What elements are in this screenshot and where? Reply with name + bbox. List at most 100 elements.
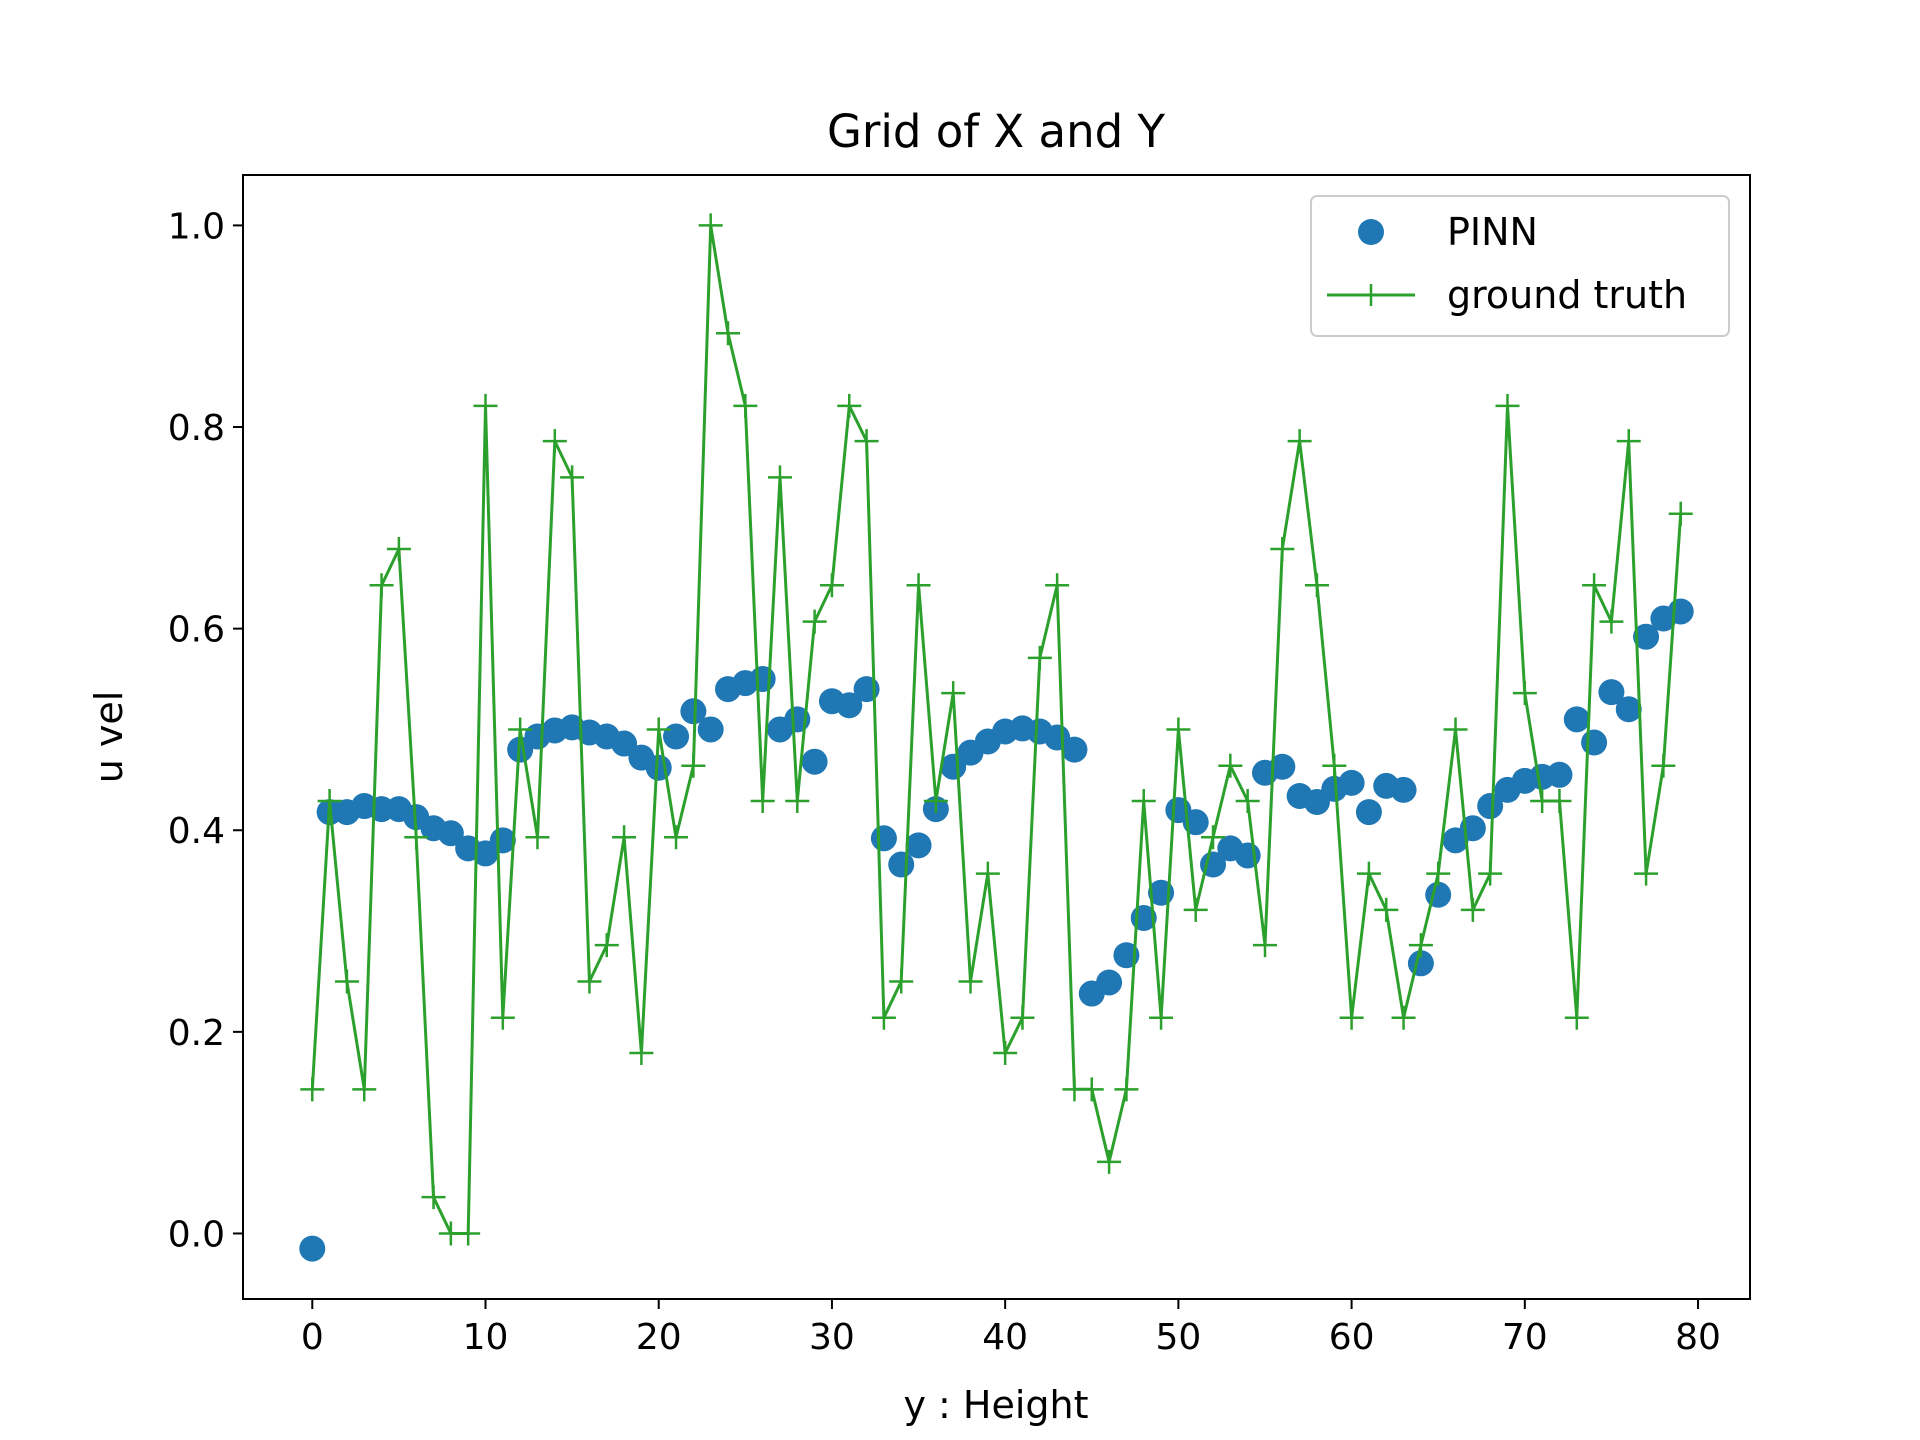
ground-truth-marker [871,1005,896,1030]
x-tick-label: 20 [636,1317,682,1358]
ground-truth-marker [369,573,394,598]
ground-truth-marker [300,1077,325,1102]
y-tick-label: 1.0 [168,206,225,247]
ground-truth-marker [1045,573,1070,598]
ground-truth-marker [854,429,879,454]
y-axis: 0.0 0.2 0.4 0.6 0.8 1.0 [168,206,243,1255]
ground-truth-marker [664,825,689,850]
ground-truth-marker [750,789,775,814]
plot-area [299,213,1694,1262]
pinn-point [663,723,690,750]
legend-label-ground-truth: ground truth [1447,273,1687,317]
x-tick-label: 50 [1155,1317,1201,1358]
ground-truth-marker [923,789,948,814]
pinn-point [1355,799,1382,826]
y-tick-label: 0.4 [168,811,225,852]
ground-truth-marker [1634,861,1659,886]
ground-truth-marker [1010,1005,1035,1030]
ground-truth-marker [906,573,931,598]
ground-truth-marker [1252,933,1277,958]
ground-truth-marker [1131,789,1156,814]
ground-truth-marker [1287,429,1312,454]
y-tick-label: 0.2 [168,1013,225,1054]
x-tick-label: 80 [1675,1317,1721,1358]
ground-truth-marker [1547,789,1572,814]
ground-truth-marker [1097,1149,1122,1174]
pinn-point [749,666,776,693]
ground-truth-marker [1356,861,1381,886]
ground-truth-marker [1270,536,1295,561]
pinn-point [1581,729,1608,756]
ground-truth-marker [1460,897,1485,922]
x-tick-label: 70 [1502,1317,1548,1358]
ground-truth-marker [1391,1005,1416,1030]
legend: PINN ground truth [1310,195,1730,337]
ground-truth-marker [1495,393,1520,418]
pinn-point [1425,881,1452,908]
pinn-point [1061,736,1088,763]
pinn-point [1615,696,1642,723]
ground-truth-marker [1218,753,1243,778]
ground-truth-marker [317,789,342,814]
ground-truth-marker [802,609,827,634]
ground-truth-marker [508,717,533,742]
x-tick-label: 60 [1329,1317,1375,1358]
ground-truth-marker [334,969,359,994]
ground-truth-marker [1304,573,1329,598]
x-tick-label: 40 [982,1317,1028,1358]
pinn-point [940,753,967,780]
ground-truth-marker [542,429,567,454]
pinn-point [905,832,932,859]
pinn-point [1633,623,1660,650]
ground-truth-marker [1582,573,1607,598]
ground-truth-marker [560,465,585,490]
axes-frame [242,174,1751,1300]
ground-truth-marker [819,573,844,598]
ground-truth-marker [767,465,792,490]
ground-truth-marker [1183,897,1208,922]
ground-truth-marker [1564,1005,1589,1030]
ground-truth-marker [889,969,914,994]
ground-truth-marker [612,825,637,850]
pinn-point [611,730,638,757]
ground-truth-marker [716,321,741,346]
ground-truth-marker [1322,753,1347,778]
pinn-point [697,716,724,743]
ground-truth-marker [1166,717,1191,742]
ground-truth-marker [1201,825,1226,850]
ground-truth-marker [1426,861,1451,886]
ground-truth-marker [1599,609,1624,634]
ground-truth-marker [1512,681,1537,706]
ground-truth-marker [1079,1077,1104,1102]
ground-truth-marker [456,1221,481,1246]
pinn-point [1598,679,1625,706]
ground-truth-marker [975,861,1000,886]
legend-box [1310,195,1730,337]
pinn-point [1269,753,1296,780]
ground-truth-marker [1668,501,1693,526]
ground-truth-marker [941,681,966,706]
ground-truth-marker [1374,897,1399,922]
ground-truth-marker [386,536,411,561]
ground-truth-marker [1443,717,1468,742]
ground-truth-marker [1114,1077,1139,1102]
y-tick-label: 0.0 [168,1214,225,1255]
ground-truth-marker [525,825,550,850]
ground-truth-marker [352,1077,377,1102]
ground-truth-marker [1408,933,1433,958]
ground-truth-marker [785,789,810,814]
pinn-point [1667,598,1694,625]
ground-truth-marker [629,1041,654,1066]
x-tick-label: 0 [301,1317,324,1358]
y-axis-label: u vel [87,691,131,784]
ground-truth-marker [1339,1005,1364,1030]
ground-truth-marker [681,753,706,778]
ground-truth-marker [698,213,723,238]
x-axis-label: y : Height [903,1383,1088,1427]
pinn-point [836,692,863,719]
ground-truth-marker [421,1185,446,1210]
ground-truth-line [310,225,1683,1235]
pinn-point [1390,776,1417,803]
pinn-point [437,820,464,847]
